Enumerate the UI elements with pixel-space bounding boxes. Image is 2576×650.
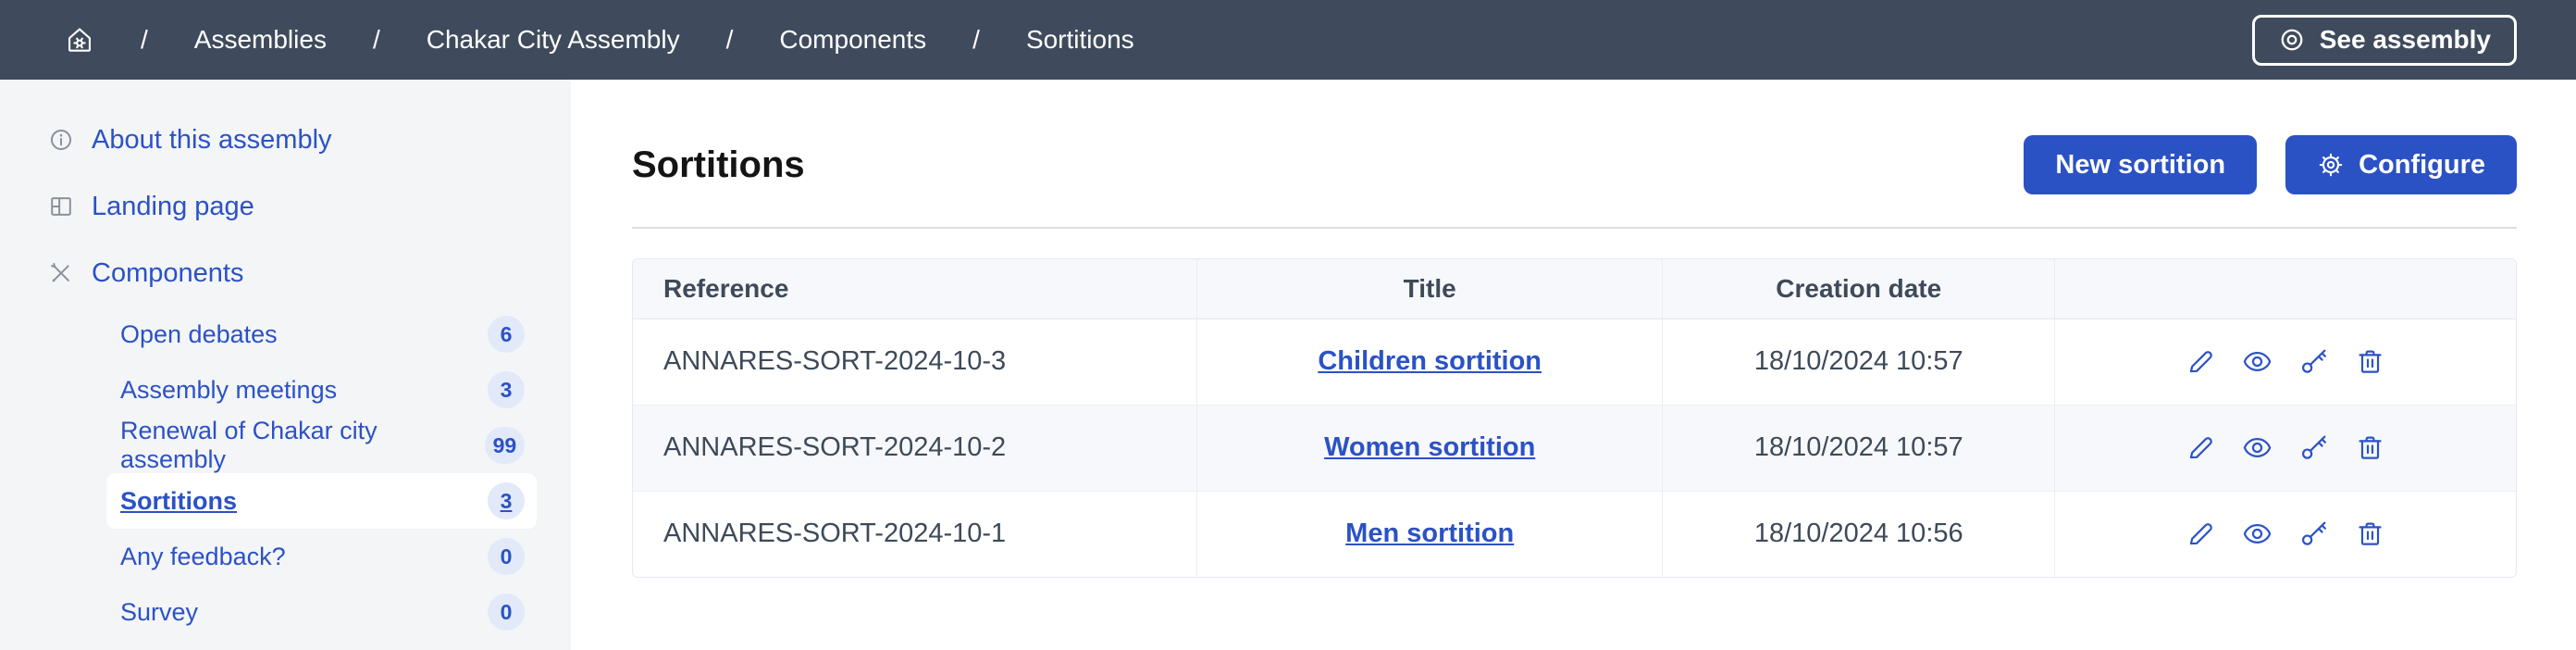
gear-icon xyxy=(2317,151,2345,179)
count-badge: 0 xyxy=(488,594,525,631)
sidebar-item-open-debates[interactable]: Open debates 6 xyxy=(106,306,537,362)
new-sortition-button[interactable]: New sortition xyxy=(2024,135,2258,194)
home-gear-icon[interactable] xyxy=(65,25,94,55)
sidebar-item-survey[interactable]: Survey 0 xyxy=(106,584,537,640)
new-sortition-label: New sortition xyxy=(2055,149,2226,180)
creation-date-cell: 18/10/2024 10:56 xyxy=(1662,491,2056,577)
sidebar-item-label: About this assembly xyxy=(92,124,332,155)
sidebar: About this assembly Landing page Com xyxy=(0,80,571,650)
permissions-key-icon[interactable] xyxy=(2298,519,2329,549)
sidebar-item-sortitions[interactable]: Sortitions 3 xyxy=(106,473,537,529)
permissions-key-icon[interactable] xyxy=(2298,432,2329,463)
breadcrumb-sortitions[interactable]: Sortitions xyxy=(1025,25,1134,54)
creation-date-cell: 18/10/2024 10:57 xyxy=(1662,319,2056,406)
tools-icon xyxy=(47,260,75,286)
breadcrumb-components[interactable]: Components xyxy=(779,25,927,54)
sidebar-item-any-feedback[interactable]: Any feedback? 0 xyxy=(106,529,537,584)
breadcrumb-separator: / xyxy=(141,25,148,54)
main-content: Sortitions New sortition Configure xyxy=(571,80,2576,650)
info-icon xyxy=(47,127,75,153)
sortition-title-link[interactable]: Children sortition xyxy=(1318,346,1542,376)
sidebar-item-label: Open debates xyxy=(120,319,278,348)
column-header-creation-date: Creation date xyxy=(1662,259,2056,319)
configure-label: Configure xyxy=(2359,149,2485,180)
sidebar-item-label: Any feedback? xyxy=(120,542,286,570)
configure-button[interactable]: Configure xyxy=(2285,135,2517,194)
breadcrumb-chakar-city-assembly[interactable]: Chakar City Assembly xyxy=(426,25,680,54)
sidebar-item-label: Survey xyxy=(120,597,199,626)
sidebar-item-label: Landing page xyxy=(92,191,254,221)
delete-trash-icon[interactable] xyxy=(2355,519,2385,549)
edit-pencil-icon[interactable] xyxy=(2186,432,2216,463)
layout-icon xyxy=(47,194,75,219)
topbar: / Assemblies / Chakar City Assembly / Co… xyxy=(0,0,2576,80)
eye-icon xyxy=(2278,26,2306,54)
sidebar-item-about-assembly[interactable]: About this assembly xyxy=(0,106,571,173)
sidebar-item-renewal-assembly[interactable]: Renewal of Chakar city assembly 99 xyxy=(106,417,537,473)
sortition-title-link[interactable]: Women sortition xyxy=(1324,432,1536,462)
creation-date-cell: 18/10/2024 10:57 xyxy=(1662,405,2056,492)
breadcrumb-separator: / xyxy=(372,25,380,54)
sidebar-item-label: Components xyxy=(92,257,244,288)
count-badge: 3 xyxy=(488,371,525,408)
column-header-reference: Reference xyxy=(633,259,1197,319)
sidebar-item-label: Renewal of Chakar city assembly xyxy=(120,417,378,473)
count-badge: 3 xyxy=(488,482,525,519)
preview-eye-icon[interactable] xyxy=(2242,432,2273,463)
count-badge: 6 xyxy=(488,316,525,353)
breadcrumb-assemblies[interactable]: Assemblies xyxy=(193,25,327,54)
delete-trash-icon[interactable] xyxy=(2355,346,2385,377)
permissions-key-icon[interactable] xyxy=(2298,346,2329,377)
sortitions-table: Reference Title Creation date ANNARES-SO… xyxy=(632,258,2517,578)
reference-cell: ANNARES-SORT-2024-10-1 xyxy=(633,491,1197,577)
sidebar-item-components[interactable]: Components xyxy=(0,240,571,306)
count-badge: 99 xyxy=(484,427,525,464)
breadcrumb: / Assemblies / Chakar City Assembly / Co… xyxy=(65,25,1134,55)
sidebar-item-landing-page[interactable]: Landing page xyxy=(0,173,571,240)
table-row: ANNARES-SORT-2024-10-3 Children sortitio… xyxy=(633,319,2516,406)
sidebar-item-label: Assembly meetings xyxy=(120,375,338,404)
page-title: Sortitions xyxy=(632,144,805,185)
sortition-title-link[interactable]: Men sortition xyxy=(1345,519,1515,549)
column-header-title: Title xyxy=(1196,259,1664,319)
preview-eye-icon[interactable] xyxy=(2242,519,2273,549)
reference-cell: ANNARES-SORT-2024-10-2 xyxy=(633,405,1197,492)
sidebar-item-assembly-meetings[interactable]: Assembly meetings 3 xyxy=(106,362,537,418)
delete-trash-icon[interactable] xyxy=(2355,432,2385,463)
edit-pencil-icon[interactable] xyxy=(2186,346,2216,377)
count-badge: 0 xyxy=(488,538,525,575)
table-row: ANNARES-SORT-2024-10-2 Women sortition 1… xyxy=(633,405,2516,492)
table-row: ANNARES-SORT-2024-10-1 Men sortition 18/… xyxy=(633,491,2516,577)
see-assembly-label: See assembly xyxy=(2319,25,2491,54)
breadcrumb-separator: / xyxy=(725,25,734,54)
table-header-row: Reference Title Creation date xyxy=(633,259,2516,319)
sidebar-item-label: Sortitions xyxy=(120,486,237,515)
breadcrumb-separator: / xyxy=(972,25,980,54)
column-header-actions xyxy=(2054,259,2516,319)
preview-eye-icon[interactable] xyxy=(2242,346,2273,377)
see-assembly-button[interactable]: See assembly xyxy=(2251,14,2517,66)
title-divider xyxy=(632,227,2517,229)
reference-cell: ANNARES-SORT-2024-10-3 xyxy=(633,319,1197,406)
edit-pencil-icon[interactable] xyxy=(2186,519,2216,549)
